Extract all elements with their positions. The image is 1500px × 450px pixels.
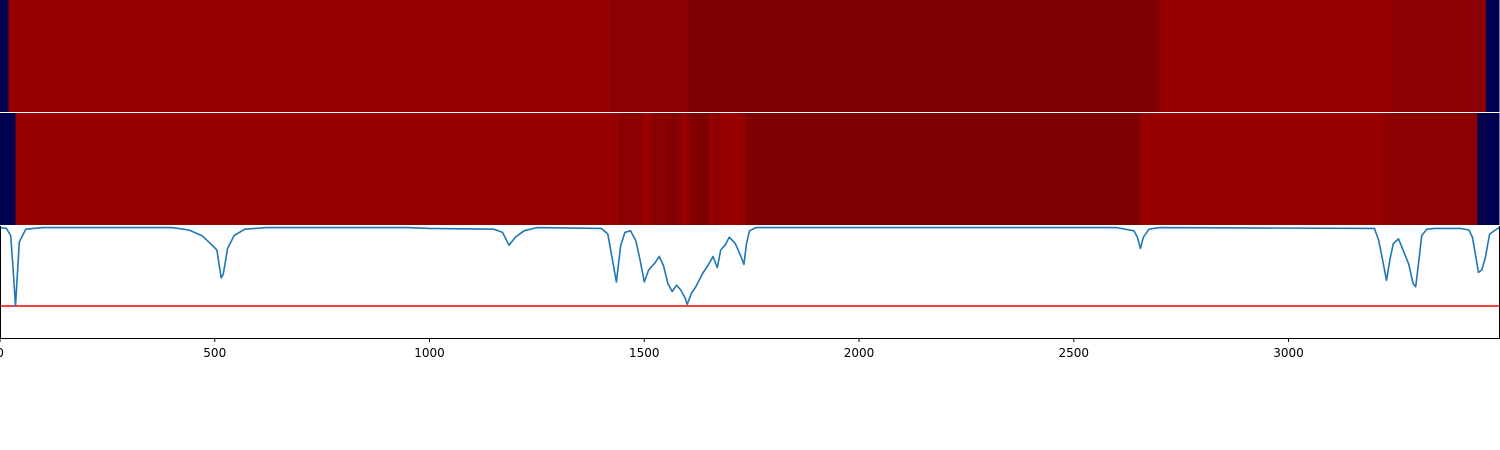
heatmap-cell bbox=[1477, 113, 1500, 225]
heatmap-cell bbox=[712, 113, 720, 225]
heatmap-cell bbox=[642, 113, 652, 225]
heatmap-cell bbox=[686, 113, 692, 225]
heatmap-cell bbox=[1391, 0, 1487, 112]
heatmap-cell bbox=[676, 113, 682, 225]
x-tick-label: 1000 bbox=[414, 346, 445, 360]
heatmap-cell bbox=[670, 113, 677, 225]
heatmap-cell bbox=[680, 113, 687, 225]
heatmap-cell bbox=[8, 0, 611, 112]
heatmap-cell bbox=[0, 113, 16, 225]
heatmap-cell bbox=[708, 113, 714, 225]
x-tick-label: 3000 bbox=[1273, 346, 1304, 360]
heatmap-cell bbox=[0, 0, 10, 112]
heatmap-cell bbox=[617, 113, 643, 225]
heatmap-cell bbox=[1385, 113, 1479, 225]
x-tick-label: 0 bbox=[0, 346, 4, 360]
heatmap-cell bbox=[15, 113, 619, 225]
x-tick-label: 500 bbox=[203, 346, 226, 360]
x-tick-label: 1500 bbox=[629, 346, 660, 360]
heatmap-row-2 bbox=[0, 113, 1500, 225]
heatmap-cell bbox=[719, 113, 746, 225]
line-panel-background bbox=[0, 226, 1499, 338]
heatmap-cell bbox=[1486, 0, 1500, 112]
heatmap-cell bbox=[687, 0, 1161, 112]
x-tick-label: 2500 bbox=[1059, 346, 1090, 360]
series-line bbox=[0, 226, 1500, 307]
heatmap-cell bbox=[1140, 113, 1386, 225]
heatmap-cell bbox=[690, 113, 710, 225]
heatmap-row-1 bbox=[0, 0, 1500, 112]
heatmap-cell bbox=[745, 113, 1141, 225]
heatmap-cell bbox=[1159, 0, 1393, 112]
heatmap-cell bbox=[609, 0, 688, 112]
x-tick-label: 2000 bbox=[844, 346, 875, 360]
x-axis: 0 500 1000 1500 2000 2500 3000 bbox=[0, 338, 1500, 360]
line-panel bbox=[0, 226, 1500, 338]
heatmap-cell bbox=[650, 113, 672, 225]
